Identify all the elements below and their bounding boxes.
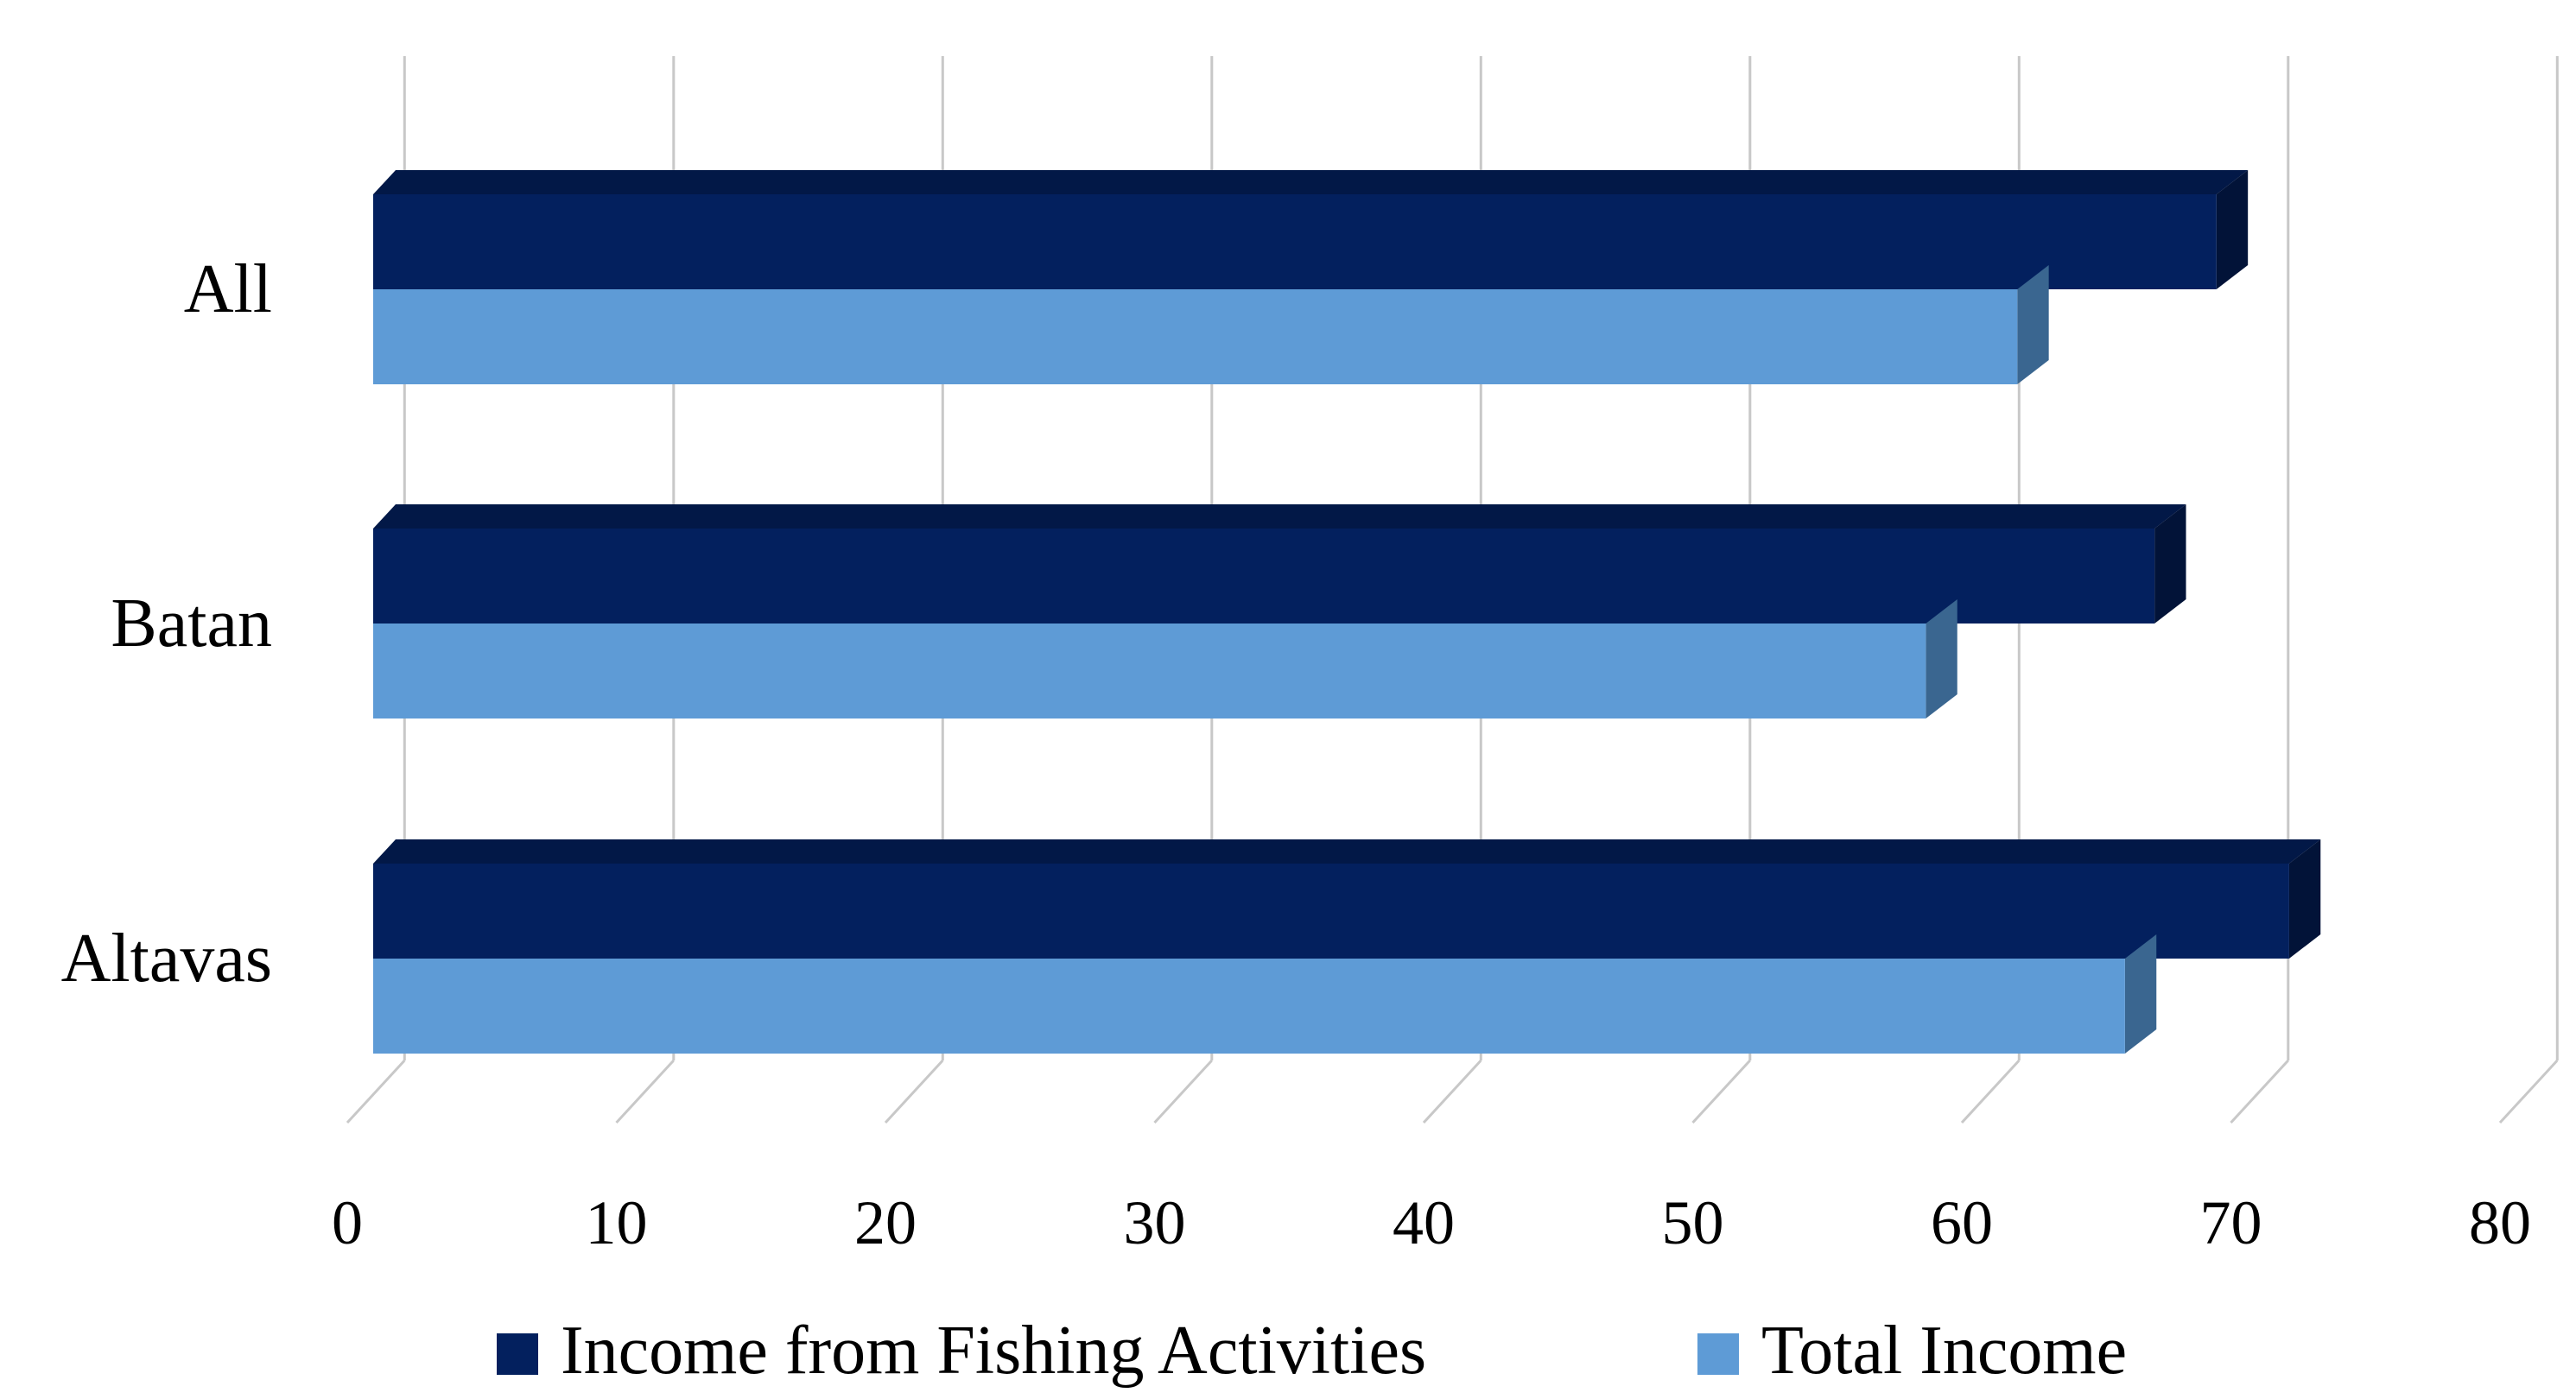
bar-side-face [2017,265,2049,384]
bar-2-0 [373,864,2289,959]
bar-top-face [373,839,2321,864]
gridline-floor [615,1059,675,1124]
bar-0-0 [373,194,2217,289]
bar-side-face [2288,839,2321,959]
x-tick-label: 40 [1393,1188,1455,1257]
legend-swatch-1 [1697,1333,1739,1375]
bar-2-1 [373,959,2125,1054]
gridline-floor [1960,1059,2021,1124]
x-tick-label: 70 [2200,1188,2262,1257]
gridline-floor [1153,1059,1213,1124]
gridline-floor [2498,1059,2559,1124]
gridline-floor [1422,1059,1482,1124]
bar-side-face [2124,934,2157,1054]
category-label: Altavas [61,921,272,997]
legend: Income from Fishing Activities Total Inco… [497,1313,2127,1389]
labels-layer: 0 10 20 30 40 50 60 70 80 All Batan Altavas [61,251,2531,1257]
bar-top-face [373,504,2186,529]
x-tick-label: 50 [1662,1188,1724,1257]
x-tick-label: 80 [2469,1188,2531,1257]
gridline-floor [346,1059,406,1124]
x-tick-label: 30 [1124,1188,1186,1257]
legend-swatch-0 [497,1333,538,1375]
bar-top-face [373,170,2249,194]
category-label: All [184,251,272,327]
bar-side-face [1926,599,1957,718]
bars-layer [373,170,2321,1054]
x-tick-label: 0 [332,1188,363,1257]
bar-0-1 [373,289,2018,384]
gridline-floor [1691,1059,1751,1124]
gridline-floor [884,1059,944,1124]
x-tick-label: 60 [1931,1188,1993,1257]
bar-side-face [2216,170,2249,289]
category-label: Batan [111,586,272,662]
bar-1-1 [373,624,1926,718]
gridline-floor [2230,1059,2289,1124]
bar-1-0 [373,529,2155,624]
legend-label-1: Total Income [1761,1313,2127,1389]
x-tick-label: 10 [586,1188,648,1257]
bar-side-face [2154,504,2186,624]
x-tick-label: 20 [854,1188,917,1257]
legend-label-0: Income from Fishing Activities [561,1313,1426,1389]
